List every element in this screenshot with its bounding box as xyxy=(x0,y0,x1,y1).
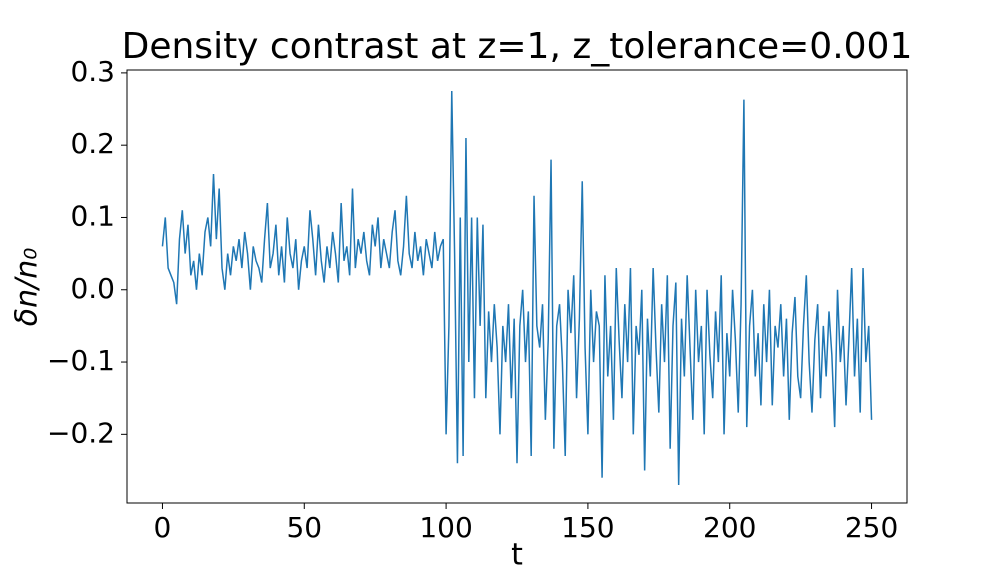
y-axis-label: δn/n₀ xyxy=(10,248,45,327)
x-axis-label: t xyxy=(511,538,523,573)
chart-title: Density contrast at z=1, z_tolerance=0.0… xyxy=(122,26,913,67)
y-tick-label: 0.0 xyxy=(70,272,115,305)
x-tick-label: 0 xyxy=(154,511,172,544)
x-tick-label: 100 xyxy=(419,511,472,544)
y-tick-label: 0.2 xyxy=(70,127,115,160)
y-tick-label: 0.1 xyxy=(70,199,115,232)
x-tick-label: 200 xyxy=(703,511,756,544)
data-line xyxy=(161,90,873,485)
y-tick-label: −0.1 xyxy=(47,344,115,377)
y-tick-label: 0.3 xyxy=(70,55,115,88)
x-tick-label: 50 xyxy=(286,511,322,544)
x-tick-label: 150 xyxy=(561,511,614,544)
plot-frame xyxy=(126,69,908,504)
x-tick-label: 250 xyxy=(845,511,898,544)
y-tick-label: −0.2 xyxy=(47,416,115,449)
